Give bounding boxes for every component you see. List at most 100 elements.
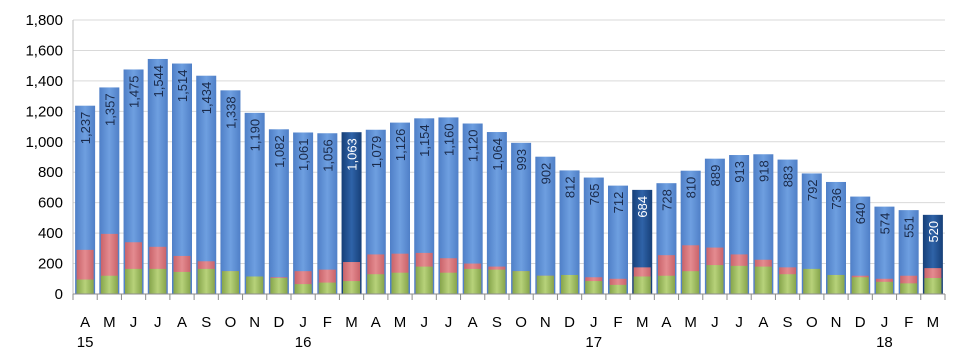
bottom-bar	[754, 266, 772, 294]
x-tick-label: F	[323, 314, 332, 331]
bar-value-label: 902	[538, 163, 553, 185]
y-tick-label: 1,000	[25, 134, 63, 151]
year-label: 18	[876, 334, 893, 350]
x-tick-label: M	[103, 314, 116, 331]
bottom-bar	[657, 275, 675, 294]
bottom-bar	[343, 281, 361, 294]
x-tick-label: J	[711, 314, 719, 331]
bar-value-label: 1,120	[466, 130, 481, 163]
total-bar	[438, 117, 459, 294]
bottom-bar	[779, 274, 797, 294]
x-tick-label: O	[806, 314, 818, 331]
total-bar	[268, 129, 289, 294]
bottom-bar	[924, 278, 942, 294]
x-tick-label: N	[831, 314, 842, 331]
x-tick-label: J	[445, 314, 453, 331]
bar-value-labels: 1,237 1,357 1,475 1,544 1,514 1,434 1,338 1,190…	[78, 65, 941, 243]
total-bar	[75, 105, 96, 294]
y-tick-label: 1,400	[25, 73, 63, 90]
total-bar	[511, 142, 532, 294]
bar-value-label: 1,064	[490, 138, 505, 171]
bar-value-label: 736	[829, 188, 844, 210]
total-bar	[462, 123, 483, 294]
bottom-bar	[294, 284, 312, 294]
bottom-bar	[609, 284, 627, 294]
bottom-bar	[900, 283, 918, 294]
x-tick-label: O	[225, 314, 237, 331]
x-tick-label: M	[927, 314, 940, 331]
bar-value-label: 1,357	[102, 93, 117, 126]
bar-value-label: 1,475	[127, 75, 142, 108]
y-tick-label: 600	[38, 195, 63, 212]
total-bar	[874, 206, 895, 294]
total-bar	[293, 132, 314, 294]
total-bar	[801, 173, 822, 294]
total-bar	[123, 69, 144, 294]
total-bar	[220, 90, 241, 295]
bar-value-label: 1,237	[78, 112, 93, 145]
total-bar	[583, 177, 604, 294]
bottom-bar	[197, 268, 215, 294]
x-tick-label: M	[684, 314, 697, 331]
total-bar	[341, 132, 362, 294]
bottom-bar	[561, 274, 579, 294]
bar-value-label: 728	[659, 189, 674, 211]
x-tick-label: A	[758, 314, 768, 331]
bar-value-label: 1,063	[345, 138, 360, 171]
bottom-bar	[318, 282, 336, 294]
bar-value-label: 889	[708, 165, 723, 187]
bottom-bar	[270, 278, 288, 294]
x-tick-label: S	[783, 314, 793, 331]
bar-value-label: 574	[877, 213, 892, 235]
bottom-bar	[246, 276, 264, 294]
bottom-bar	[100, 275, 118, 294]
year-label: 15	[77, 334, 94, 350]
bars	[75, 58, 943, 295]
total-bar	[317, 133, 338, 294]
x-tick-label: M	[345, 314, 358, 331]
total-bar	[196, 75, 217, 294]
y-tick-label: 400	[38, 225, 63, 242]
x-tick-label: A	[177, 314, 187, 331]
x-tick-label: S	[492, 314, 502, 331]
x-tick-label: J	[590, 314, 598, 331]
bottom-bar	[76, 279, 94, 294]
bar-value-label: 792	[805, 179, 820, 201]
bar-value-label: 918	[756, 160, 771, 182]
bar-value-label: 1,434	[199, 82, 214, 115]
y-tick-label: 800	[38, 164, 63, 181]
bottom-bar	[585, 281, 603, 294]
bar-value-label: 765	[587, 184, 602, 206]
x-tick-label: J	[420, 314, 428, 331]
y-tick-label: 1,200	[25, 103, 63, 120]
x-tick-label: A	[371, 314, 381, 331]
y-tick-label: 0	[55, 286, 63, 303]
bottom-bar	[803, 268, 821, 294]
x-tick-label: J	[299, 314, 307, 331]
bar-value-label: 1,514	[175, 70, 190, 103]
bar-value-label: 1,079	[369, 136, 384, 169]
bar-value-label: 1,154	[417, 124, 432, 157]
bar-value-label: 883	[781, 166, 796, 188]
bottom-bar	[391, 272, 409, 294]
bottom-bar	[439, 272, 457, 294]
bottom-bar	[221, 271, 239, 294]
y-tick-label: 1,600	[25, 42, 63, 59]
bar-value-label: 1,061	[296, 138, 311, 171]
year-label: 16	[295, 334, 312, 350]
total-bar	[535, 156, 556, 294]
total-bar	[753, 154, 774, 294]
x-tick-label: F	[904, 314, 913, 331]
x-tick-label: J	[130, 314, 138, 331]
x-tick-label: J	[881, 314, 889, 331]
bottom-bar	[851, 277, 869, 294]
bottom-bar	[173, 271, 191, 294]
total-bar	[390, 122, 410, 294]
x-tick-label: D	[564, 314, 575, 331]
x-tick-label: M	[394, 314, 407, 331]
total-bar	[777, 159, 798, 294]
y-tick-label: 1,800	[25, 12, 63, 29]
bottom-bar	[633, 276, 651, 294]
x-tick-label: J	[154, 314, 162, 331]
